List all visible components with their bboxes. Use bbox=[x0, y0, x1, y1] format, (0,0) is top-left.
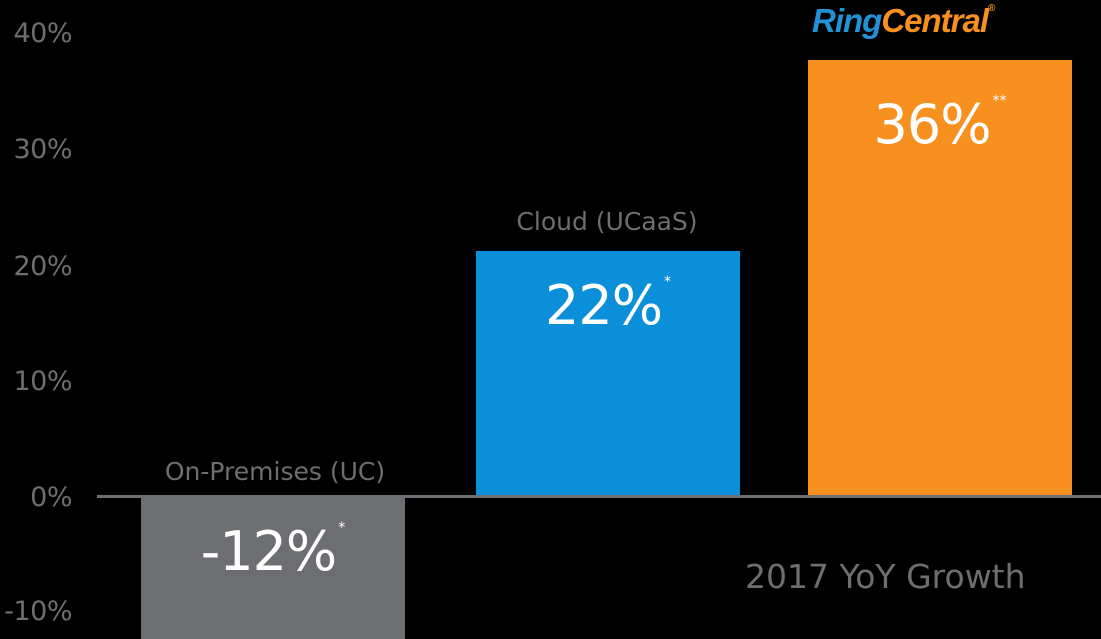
y-tick-30: 30% bbox=[13, 134, 72, 165]
y-tick-10: 10% bbox=[13, 366, 72, 397]
registered-mark: ® bbox=[988, 3, 995, 14]
chart-caption: 2017 YoY Growth bbox=[745, 557, 1026, 596]
ringcentral-logo: RingCentral® bbox=[812, 2, 995, 39]
bar-cloud: 22% * bbox=[476, 251, 740, 497]
logo-ring: Ring bbox=[812, 2, 882, 39]
zero-baseline bbox=[97, 495, 1101, 498]
bar-on-premises: -12% * bbox=[141, 497, 405, 639]
y-tick-0: 0% bbox=[30, 482, 72, 513]
y-tick-20: 20% bbox=[13, 251, 72, 282]
logo-central: Central bbox=[881, 2, 989, 39]
bar-value-cloud: 22% * bbox=[544, 274, 672, 337]
bar-value-ringcentral: 36% ** bbox=[873, 93, 1007, 156]
bar-value-on-premises: -12% * bbox=[200, 520, 346, 583]
bar-ringcentral: 36% ** bbox=[808, 60, 1072, 497]
y-tick-40: 40% bbox=[13, 18, 72, 49]
category-label-cloud: Cloud (UCaaS) bbox=[516, 207, 698, 236]
category-label-on-premises: On-Premises (UC) bbox=[164, 457, 386, 486]
y-tick-minus-10: -10% bbox=[4, 596, 72, 627]
